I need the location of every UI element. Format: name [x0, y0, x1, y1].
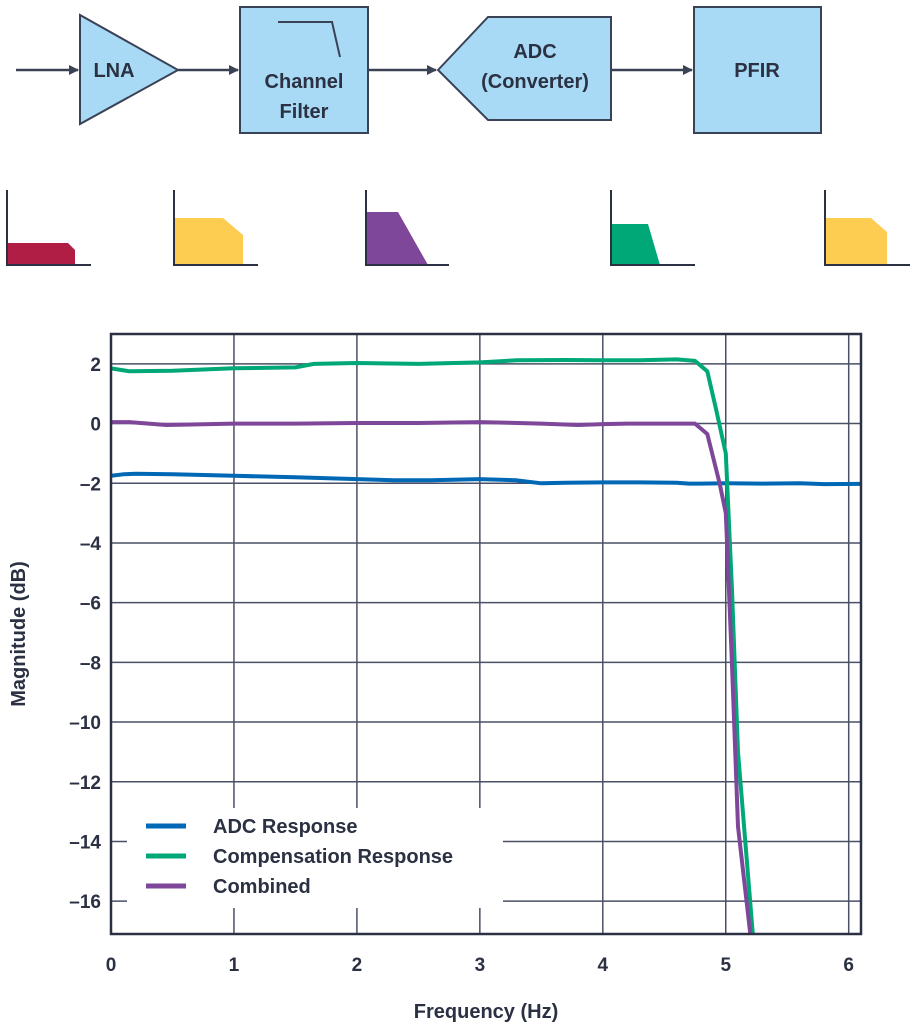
y-tick-label: –12 — [69, 773, 101, 794]
x-tick-label: 6 — [843, 955, 854, 976]
x-tick-label: 0 — [106, 955, 117, 976]
lna-response-sketch — [6, 190, 91, 266]
lowpass-filter-icon — [278, 21, 341, 58]
channel-filter-block: Channel Filter — [239, 6, 369, 134]
legend-label-compensation-response: Compensation Response — [213, 846, 453, 868]
y-tick-label: 0 — [90, 415, 101, 436]
x-tick-label: 3 — [475, 955, 486, 976]
plot-frame — [109, 332, 863, 936]
adc-response-line — [111, 471, 861, 487]
y-tick-label: –14 — [69, 832, 101, 853]
adc-label-line1: ADC — [513, 41, 556, 63]
legend-label-combined: Combined — [213, 876, 311, 898]
channel-filter-label-line2: Filter — [280, 101, 329, 123]
response-sketches — [6, 190, 910, 266]
block-diagram: LNA Channel Filter ADC (Converter) PFIR — [16, 6, 822, 134]
x-tick-label: 4 — [598, 955, 609, 976]
adc-block: ADC (Converter) — [436, 16, 612, 121]
pfir-block: PFIR — [693, 6, 822, 134]
x-axis-label: Frequency (Hz) — [414, 1001, 558, 1023]
x-tick-label: 5 — [720, 955, 731, 976]
tick-labels: 0 1 2 3 4 5 6 2 0 –2 –4 –6 –8 –10 –12 –14 –16 — [69, 355, 854, 976]
pfir-output-response-sketch — [824, 190, 910, 266]
pfir-input-response-sketch — [610, 190, 695, 266]
y-tick-label: –6 — [80, 594, 101, 615]
series-lines — [111, 357, 861, 934]
y-tick-label: –2 — [80, 474, 101, 495]
x-tick-label: 2 — [352, 955, 363, 976]
y-tick-label: –10 — [69, 713, 101, 734]
y-tick-label: –8 — [80, 653, 101, 674]
adc-response-sketch — [365, 190, 449, 266]
adc-label-line2: (Converter) — [481, 71, 589, 93]
channel-filter-response-sketch — [173, 190, 258, 266]
compensation-response-line — [111, 357, 755, 934]
pfir-label: PFIR — [734, 60, 780, 82]
lna-label: LNA — [93, 60, 134, 82]
combined-line — [111, 420, 753, 934]
legend-label-adc-response: ADC Response — [213, 816, 357, 838]
y-tick-label: –4 — [80, 534, 102, 555]
y-axis-label: Magnitude (dB) — [8, 561, 30, 707]
y-tick-label: 2 — [90, 355, 101, 376]
legend-background — [127, 808, 503, 908]
y-tick-label: –16 — [69, 892, 101, 913]
legend: ADC Response Compensation Response Combi… — [127, 808, 503, 908]
x-tick-label: 1 — [229, 955, 240, 976]
channel-filter-label-line1: Channel — [265, 71, 344, 93]
lna-block: LNA — [79, 13, 181, 126]
magnitude-response-chart: 0 1 2 3 4 5 6 2 0 –2 –4 –6 –8 –10 –12 –14 –16 Frequency … — [8, 332, 863, 1023]
